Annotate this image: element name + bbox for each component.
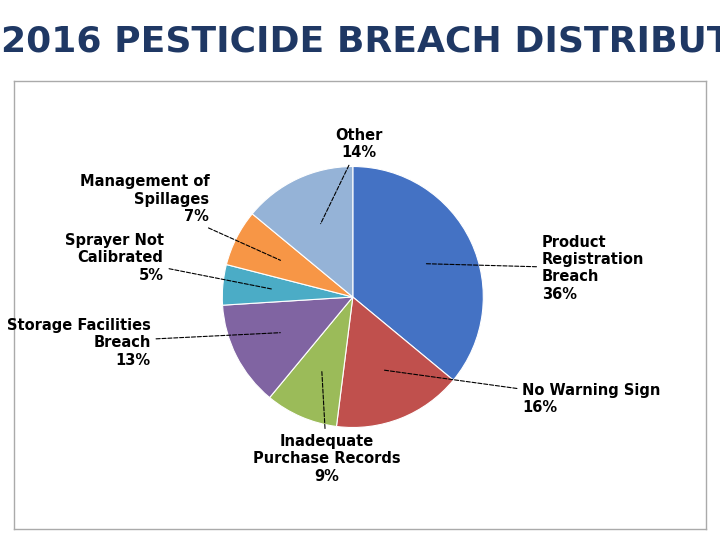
Text: Storage Facilities
Breach
13%: Storage Facilities Breach 13% [6, 318, 280, 368]
Text: Management of
Spillages
7%: Management of Spillages 7% [79, 174, 281, 260]
Text: Sprayer Not
Calibrated
5%: Sprayer Not Calibrated 5% [65, 233, 272, 289]
Wedge shape [222, 265, 353, 305]
Wedge shape [336, 297, 454, 428]
Wedge shape [353, 166, 483, 380]
Text: No Warning Sign
16%: No Warning Sign 16% [384, 370, 661, 415]
Wedge shape [269, 297, 353, 427]
Text: Inadequate
Purchase Records
9%: Inadequate Purchase Records 9% [253, 372, 400, 484]
Text: Product
Registration
Breach
36%: Product Registration Breach 36% [426, 235, 644, 302]
Text: 2016 PESTICIDE BREACH DISTRIBUTION: 2016 PESTICIDE BREACH DISTRIBUTION [1, 24, 720, 58]
Wedge shape [222, 297, 353, 397]
Text: Other
14%: Other 14% [320, 127, 383, 224]
Wedge shape [226, 214, 353, 297]
Wedge shape [252, 166, 353, 297]
